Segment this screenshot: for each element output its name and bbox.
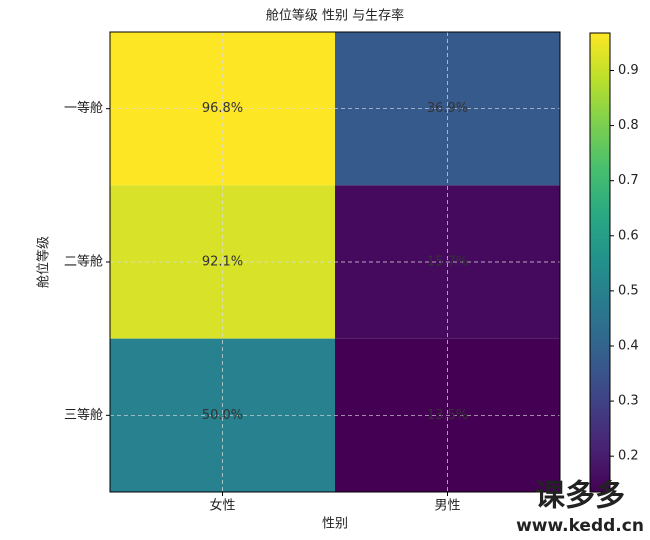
watermark: 课多多 — [535, 479, 625, 514]
value-label: 96.8% — [202, 101, 243, 116]
x-tick-label: 男性 — [434, 499, 460, 514]
x-tick-label: 女性 — [209, 498, 235, 514]
colorbar-tick-label: 0.3 — [618, 394, 639, 409]
x-axis-label: 性别 — [322, 517, 348, 532]
colorbar-tick-label: 0.6 — [618, 228, 639, 243]
colorbar-tick-label: 0.7 — [618, 173, 639, 188]
colorbar-tick-label: 0.5 — [618, 283, 639, 298]
y-axis-label: 舱位等级 — [36, 236, 52, 288]
chart-title: 舱位等级 性别 与生存率 — [266, 8, 404, 24]
y-tick-label: 一等舱 — [64, 100, 103, 116]
value-label: 92.1% — [202, 255, 243, 270]
y-tick-label: 二等舱 — [64, 254, 103, 270]
colorbar-tick-label: 0.9 — [618, 63, 639, 78]
y-tick-label: 三等舱 — [64, 407, 103, 423]
value-label: 36.9% — [427, 101, 468, 116]
colorbar-tick-label: 0.8 — [618, 118, 639, 133]
value-label: 50.0% — [202, 408, 243, 423]
colorbar — [589, 32, 611, 493]
colorbar-tick-label: 0.4 — [618, 338, 639, 353]
value-label: 13.5% — [427, 408, 468, 423]
colorbar-tick-label: 0.2 — [618, 449, 639, 464]
watermark: www.kedd.cn — [516, 516, 644, 536]
value-label: 15.7% — [427, 255, 468, 270]
